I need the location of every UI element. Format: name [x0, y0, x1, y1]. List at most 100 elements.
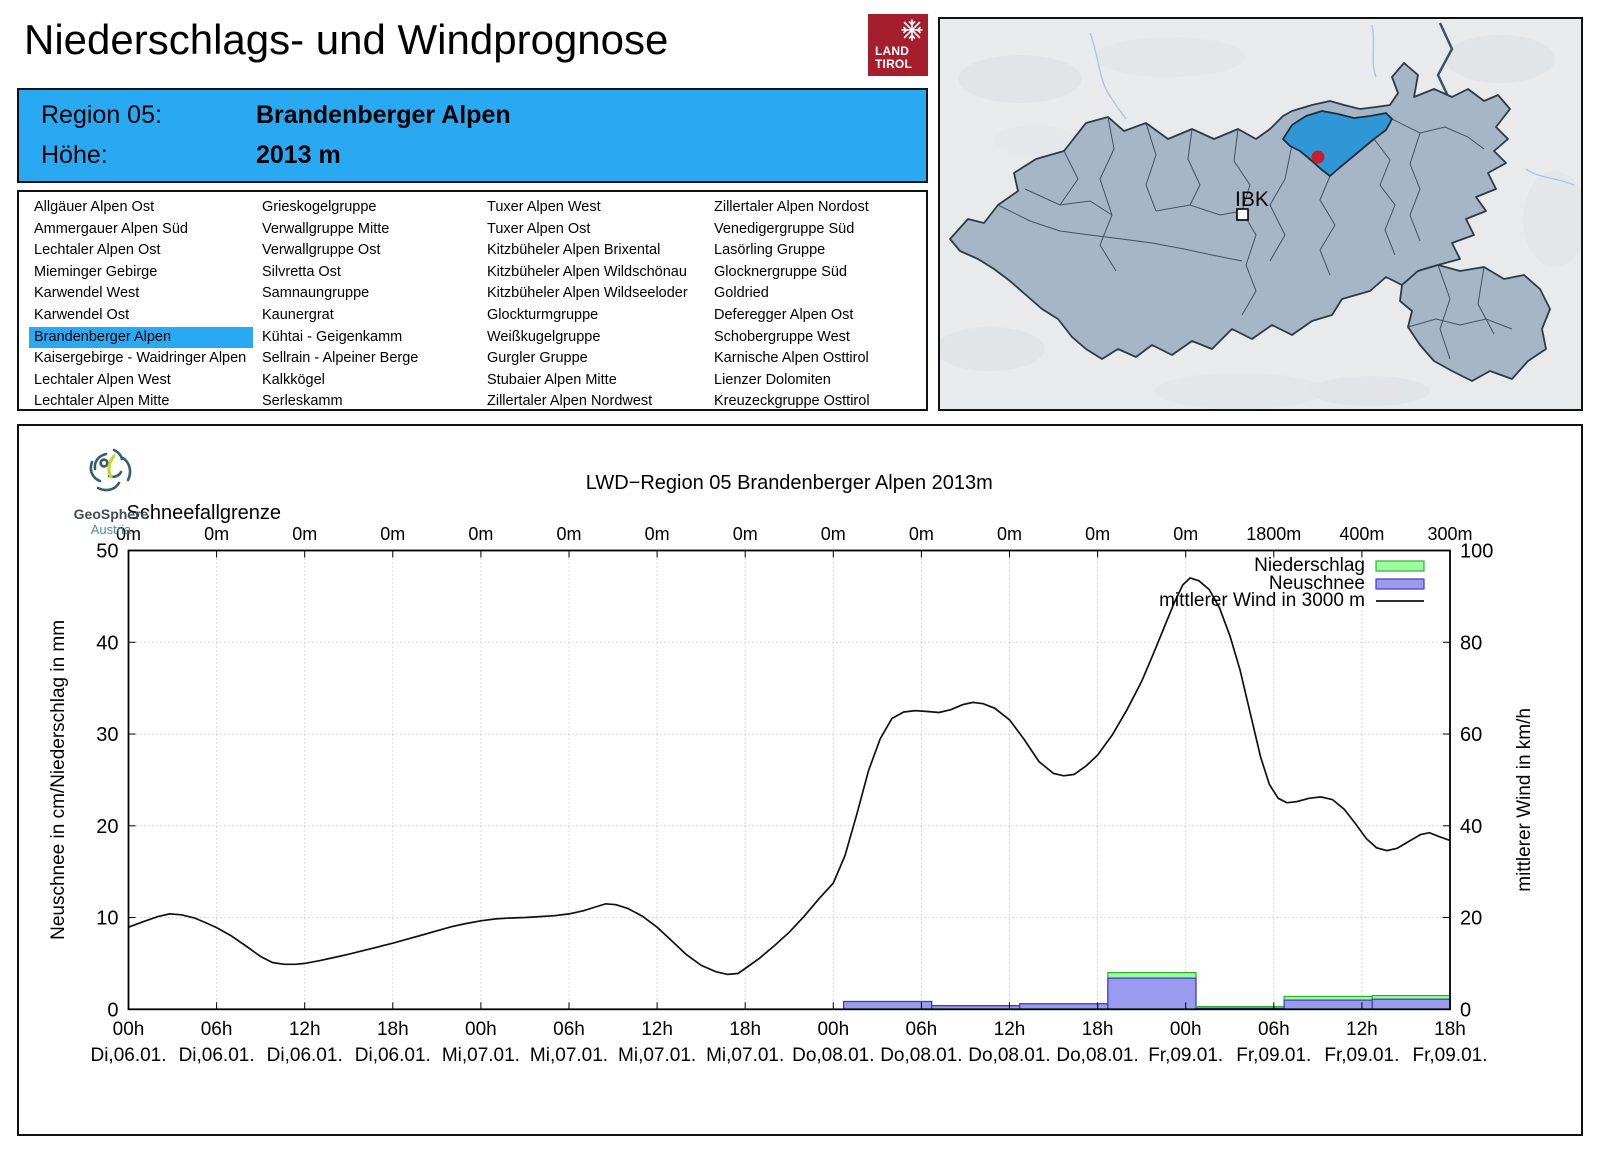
geosphere-country: Austria — [90, 522, 132, 537]
ibk-marker — [1236, 208, 1249, 221]
ibk-label: IBK — [1235, 188, 1269, 211]
region-list-item[interactable]: Lienzer Dolomiten — [714, 371, 831, 388]
region-list-item[interactable]: Silvretta Ost — [262, 263, 341, 280]
y-axis-right-tick-label: 20 — [1460, 908, 1482, 930]
tirol-map[interactable]: IBK — [935, 19, 1587, 409]
region-list-item[interactable]: Lechtaler Alpen Ost — [34, 242, 161, 259]
x-axis-time-label: 12h — [1346, 1019, 1378, 1040]
region-list-item[interactable]: Goldried — [714, 285, 769, 302]
geosphere-logo: GeoSphere Austria — [52, 446, 170, 537]
region-list-item[interactable]: Allgäuer Alpen Ost — [34, 199, 155, 215]
region-list-item[interactable]: Kreuzeckgruppe Osttirol — [714, 393, 870, 410]
region-list-item[interactable]: Kühtai - Geigenkamm — [262, 328, 403, 345]
region-list-item[interactable]: Kitzbüheler Alpen Wildseeloder — [487, 285, 688, 302]
region-list-item[interactable]: Kitzbüheler Alpen Wildschönau — [487, 263, 687, 280]
plot-border — [127, 549, 1451, 1011]
x-axis-time-label: 12h — [994, 1019, 1026, 1040]
page-title: Niederschlags- und Windprognose — [24, 16, 669, 63]
region-list-item[interactable]: Lechtaler Alpen West — [34, 371, 171, 388]
chart-title: LWD−Region 05 Brandenberger Alpen 2013m — [586, 472, 993, 494]
x-axis-date-label: Fr,09.01. — [1413, 1045, 1488, 1066]
region-list-item[interactable]: Venedigergruppe Süd — [714, 220, 855, 237]
y-axis-left-title: Neuschnee in cm/Niederschlag in mm — [48, 620, 69, 940]
selected-region-brandenberger-alpen[interactable] — [1282, 110, 1393, 177]
x-axis-date-label: Do,08.01. — [968, 1045, 1050, 1066]
legend-label: Neuschnee — [1269, 573, 1365, 594]
region-list-item[interactable]: Stubaier Alpen Mitte — [487, 371, 617, 388]
y-axis-left-tick-label: 50 — [96, 541, 118, 563]
region-list-item[interactable]: Verwallgruppe Mitte — [262, 220, 390, 237]
region-list-item[interactable]: Tuxer Alpen West — [487, 199, 601, 215]
x-axis-date-label: Fr,09.01. — [1236, 1045, 1311, 1066]
x-axis-time-label: 18h — [1082, 1019, 1114, 1040]
region-list-item[interactable]: Mieminger Gebirge — [34, 263, 158, 280]
elevation-label: Höhe: — [41, 141, 108, 169]
region-list-column-4: Zillertaler Alpen Nordost Venedigergruppe… — [709, 197, 933, 413]
region-number-label: Region 05: — [41, 101, 162, 129]
region-list-item[interactable]: Glocknergruppe Süd — [714, 263, 847, 280]
snowline-axis-label: Schneefallgrenze — [127, 502, 282, 524]
snowline-value: 0m — [468, 524, 493, 544]
neuschnee-bar — [1107, 977, 1197, 1010]
y-axis-left-tick-label: 10 — [96, 908, 118, 930]
region-list-item[interactable]: Karwendel West — [34, 285, 140, 302]
x-axis-time-label: 00h — [113, 1019, 145, 1040]
neuschnee-bar — [1283, 999, 1373, 1010]
y-axis-left-tick-label: 0 — [107, 999, 118, 1021]
y-axis-left-tick-label: 30 — [96, 724, 118, 746]
forecast-chart-panel: GeoSphere Austria LWD−Region 05 Brandenb… — [17, 424, 1583, 1136]
x-axis-date-label: Di,06.01. — [90, 1045, 166, 1066]
x-axis-time-label: 06h — [553, 1019, 585, 1040]
snowline-value: 1800m — [1246, 524, 1301, 544]
x-axis-time-label: 12h — [289, 1019, 321, 1040]
neuschnee-bar — [842, 1000, 933, 1010]
region-list-item[interactable]: Verwallgruppe Ost — [262, 242, 381, 259]
x-axis-date-label: Mi,07.01. — [442, 1045, 520, 1066]
snowline-value: 0m — [1085, 524, 1110, 544]
region-list-item[interactable]: Samnaungruppe — [262, 285, 370, 302]
region-list-item[interactable]: Brandenberger Alpen — [29, 326, 253, 349]
region-list-item[interactable]: Glockturmgruppe — [487, 306, 599, 323]
snowline-value: 400m — [1339, 524, 1384, 544]
land-tirol-logo: LAND TIROL — [868, 14, 928, 76]
region-list-item[interactable]: Karwendel Ost — [34, 306, 130, 323]
x-axis-time-label: 06h — [201, 1019, 233, 1040]
region-list-item[interactable]: Gurgler Gruppe — [487, 350, 588, 367]
region-list-item[interactable]: Sellrain - Alpeiner Berge — [262, 350, 419, 367]
y-axis-right-tick-label: 60 — [1460, 724, 1482, 746]
x-axis-time-label: 00h — [817, 1019, 849, 1040]
region-list-item[interactable]: Zillertaler Alpen Nordost — [714, 199, 869, 215]
snowline-value: 0m — [909, 524, 934, 544]
forecast-chart: LWD−Region 05 Brandenberger Alpen 2013m S… — [48, 472, 1535, 1066]
land-tirol-line2: TIROL — [875, 57, 912, 71]
region-list-item[interactable]: Schobergruppe West — [714, 328, 850, 345]
snowline-value: 0m — [292, 524, 317, 544]
region-list-item[interactable]: Deferegger Alpen Ost — [714, 306, 854, 323]
region-list-item[interactable]: Kitzbüheler Alpen Brixental — [487, 242, 661, 259]
region-list-item[interactable]: Tuxer Alpen Ost — [487, 220, 591, 237]
x-axis-time-label: 06h — [906, 1019, 938, 1040]
region-list-item[interactable]: Lasörling Gruppe — [714, 242, 826, 259]
land-tirol-line1: LAND — [875, 44, 910, 58]
region-list: Allgäuer Alpen Ost Ammergauer Alpen Süd Le… — [17, 190, 928, 411]
x-axis-time-label: 18h — [729, 1019, 761, 1040]
region-list-item[interactable]: Weißkugelgruppe — [487, 328, 601, 345]
map-region-borders — [997, 116, 1513, 360]
region-list-item[interactable]: Kaisergebirge - Waidringer Alpen — [34, 350, 247, 367]
y-axis-right-tick-label: 80 — [1460, 632, 1482, 654]
geosphere-icon — [89, 448, 132, 492]
snowline-value: 0m — [645, 524, 670, 544]
geosphere-name: GeoSphere — [73, 506, 149, 522]
region-list-item[interactable]: Ammergauer Alpen Süd — [34, 220, 188, 237]
x-axis-time-label: 00h — [465, 1019, 497, 1040]
region-list-item[interactable]: Serleskamm — [262, 393, 343, 410]
region-list-item[interactable]: Kalkkögel — [262, 371, 325, 388]
region-list-item[interactable]: Lechtaler Alpen Mitte — [34, 393, 170, 410]
y-axis-left-tick-label: 40 — [96, 632, 118, 654]
region-list-item[interactable]: Karnische Alpen Osttirol — [714, 350, 869, 367]
region-list-item[interactable]: Kaunergrat — [262, 306, 334, 323]
snowline-value: 0m — [116, 524, 141, 544]
region-list-item[interactable]: Zillertaler Alpen Nordwest — [487, 393, 653, 410]
region-list-item[interactable]: Grieskogelgruppe — [262, 199, 377, 215]
snowline-value: 0m — [1173, 524, 1198, 544]
